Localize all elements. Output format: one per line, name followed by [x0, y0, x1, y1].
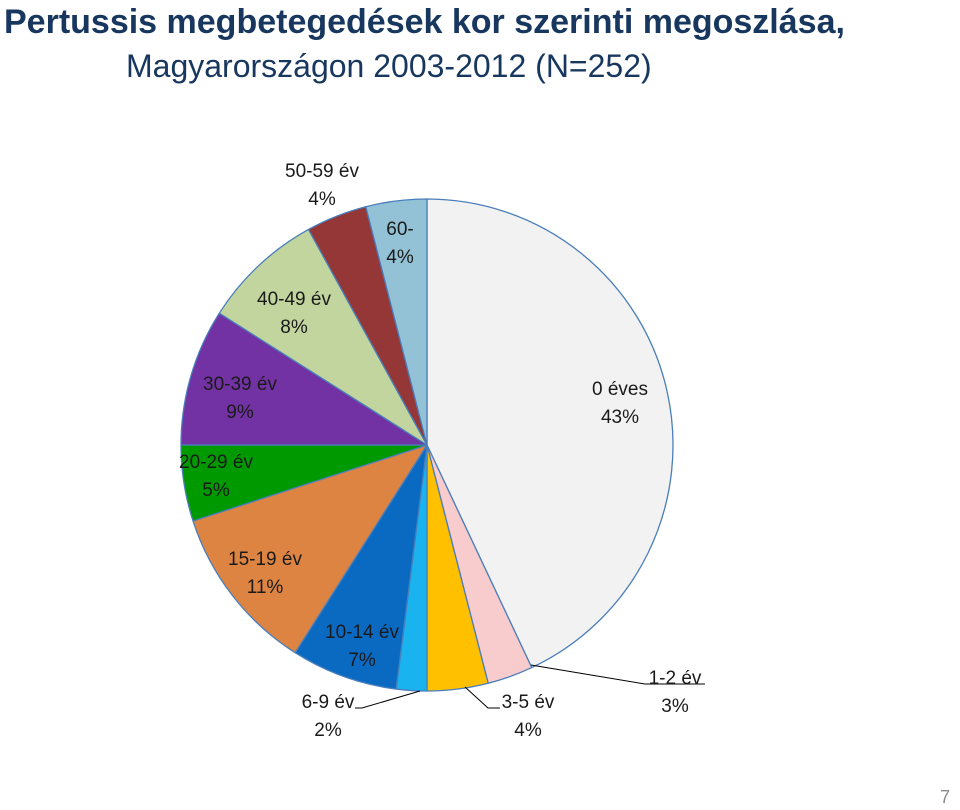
- chart-title-line-2: Magyarországon 2003-2012 (N=252): [126, 48, 652, 84]
- pie-slice-15-19-v: [192, 444, 428, 654]
- pie-slice-40-49-v: [218, 228, 428, 446]
- leader-line-3-5-v: [464, 686, 500, 709]
- slice-value-label: 8%: [280, 317, 308, 338]
- slice-category-label: 40-49 év: [257, 289, 331, 310]
- slice-label-30-39-v: 30-39 év 9%: [203, 374, 277, 423]
- slice-label-0-ves: 0 éves 43%: [592, 379, 648, 428]
- slice-category-label: 20-29 év: [179, 452, 253, 473]
- slice-category-label: 0 éves: [592, 379, 648, 400]
- page-number: 7: [939, 787, 950, 807]
- pie-slice-30-39-v: [180, 312, 428, 446]
- slice-value-label: 2%: [314, 720, 342, 741]
- leader-line-1-2-v: [530, 664, 705, 685]
- slice-category-label: 30-39 év: [203, 374, 277, 395]
- pie-slice-60: [365, 198, 428, 446]
- slice-label-15-19-v: 15-19 év 11%: [228, 549, 302, 598]
- slice-category-label: 60-: [386, 219, 413, 240]
- slice-value-label: 4%: [386, 247, 414, 268]
- pie-slices: [180, 198, 674, 692]
- slice-category-label: 3-5 év: [502, 692, 555, 713]
- slice-value-label: 11%: [247, 577, 284, 598]
- slice-category-label: 6-9 év: [302, 692, 355, 713]
- slice-value-label: 4%: [308, 189, 336, 210]
- slice-value-label: 5%: [202, 480, 230, 501]
- slice-label-1-2-v: 1-2 év 3%: [649, 668, 702, 717]
- leader-lines: [355, 664, 705, 709]
- leader-line-6-9-v: [355, 690, 421, 709]
- slice-value-label: 43%: [601, 407, 639, 428]
- pie-slice-10-14-v: [294, 444, 428, 690]
- slice-value-label: 7%: [348, 650, 376, 671]
- slice-label-3-5-v: 3-5 év 4%: [502, 692, 555, 741]
- slice-value-label: 3%: [661, 696, 689, 717]
- slice-label-10-14-v: 10-14 év 7%: [325, 622, 399, 671]
- slice-label-40-49-v: 40-49 év 8%: [257, 289, 331, 338]
- slice-category-label: 10-14 év: [325, 622, 399, 643]
- slice-category-label: 50-59 év: [285, 161, 359, 182]
- slice-label-20-29-v: 20-29 év 5%: [179, 452, 253, 501]
- slice-labels: 0 éves 43% 1-2 év 3% 3-5 év 4% 6-9 év 2% 10-14 é…: [179, 161, 702, 741]
- slice-category-label: 1-2 év: [649, 668, 702, 689]
- slice-category-label: 15-19 év: [228, 549, 302, 570]
- chart-title: Pertussis megbetegedések kor szerinti me…: [4, 0, 845, 88]
- pie-slice-0-ves: [426, 198, 674, 669]
- slice-value-label: 4%: [514, 720, 542, 741]
- chart-title-line-1: Pertussis megbetegedések kor szerinti me…: [4, 3, 845, 41]
- slice-value-label: 9%: [226, 402, 254, 423]
- slice-label-60: 60-4%: [386, 219, 414, 268]
- slice-label-6-9-v: 6-9 év 2%: [302, 692, 355, 741]
- slice-label-50-59-v: 50-59 év 4%: [285, 161, 359, 210]
